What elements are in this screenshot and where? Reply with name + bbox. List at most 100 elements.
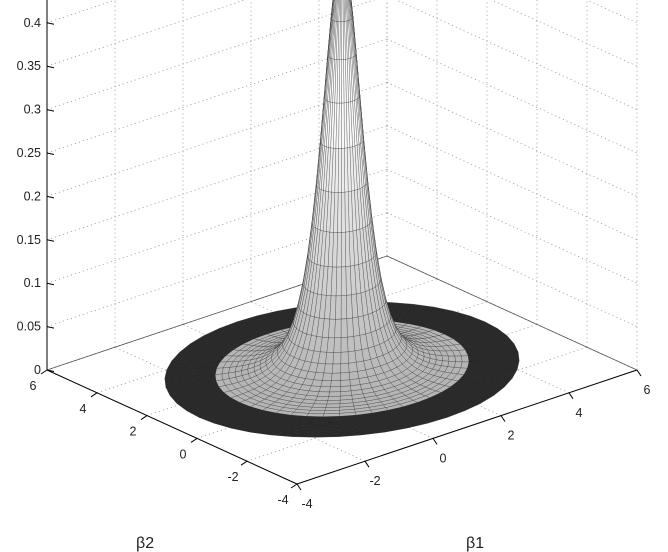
surface-patch bbox=[340, 372, 350, 381]
z-tick-label: 0 bbox=[34, 363, 41, 377]
z-tick-label: 0.4 bbox=[24, 16, 41, 30]
grid-line bbox=[46, 0, 246, 67]
surface-patch bbox=[335, 295, 342, 320]
surface-patch bbox=[347, 350, 357, 364]
surface-patch bbox=[325, 403, 341, 408]
z-tick-label: 0.2 bbox=[24, 189, 41, 203]
surface-patch bbox=[495, 353, 505, 362]
y-axis-label: β2 bbox=[136, 535, 154, 552]
surface-patch bbox=[328, 391, 341, 397]
y-tick-mark bbox=[40, 369, 48, 375]
surface-patch bbox=[340, 295, 347, 320]
y-axis-line bbox=[46, 369, 298, 485]
y-tick-label: -2 bbox=[227, 470, 238, 484]
surface-patch bbox=[322, 372, 333, 381]
surface-patch bbox=[331, 372, 341, 381]
surface-patch bbox=[341, 148, 345, 193]
surface-patch bbox=[327, 396, 341, 401]
surface-patch bbox=[292, 433, 317, 438]
surface-patch bbox=[346, 317, 354, 338]
z-tick-mark bbox=[46, 152, 55, 155]
surface-patch bbox=[336, 232, 342, 268]
surface-patch bbox=[340, 363, 350, 374]
surface-patch bbox=[325, 352, 334, 365]
grid-line bbox=[586, 0, 638, 24]
surface-patch bbox=[324, 407, 340, 411]
surface-patch bbox=[454, 355, 463, 363]
z-tick-label: 0.15 bbox=[17, 233, 41, 247]
y-tick-mark bbox=[190, 437, 198, 443]
surface-patch bbox=[340, 351, 349, 365]
surface-patch bbox=[335, 266, 342, 297]
surface-patch bbox=[474, 354, 483, 363]
grid-line bbox=[386, 38, 638, 154]
y-tick-label: 4 bbox=[80, 402, 87, 416]
z-tick-mark bbox=[46, 195, 55, 199]
surface-patch bbox=[201, 375, 210, 383]
x-tick-mark bbox=[364, 460, 370, 468]
surface-patch bbox=[337, 148, 342, 193]
surface-patch bbox=[341, 102, 345, 149]
x-tick-mark bbox=[636, 369, 642, 377]
surface-patch bbox=[341, 266, 347, 296]
grid-line bbox=[246, 346, 588, 462]
surface-patch bbox=[341, 59, 345, 104]
z-tick-label: 0.05 bbox=[17, 320, 41, 334]
z-tick-mark bbox=[46, 109, 55, 112]
surface-patch bbox=[332, 363, 341, 374]
surface-patch bbox=[338, 102, 342, 149]
surface-patch bbox=[326, 400, 341, 405]
x-tick-label: -4 bbox=[301, 497, 312, 511]
x-tick-label: 0 bbox=[440, 451, 447, 465]
surface-patch bbox=[340, 0, 342, 22]
surface-patch bbox=[334, 318, 342, 338]
surface-patch bbox=[311, 403, 328, 408]
y-tick-mark bbox=[140, 415, 148, 421]
surface-patch bbox=[340, 337, 349, 353]
surface-patch bbox=[333, 337, 342, 353]
surface-patch bbox=[346, 294, 353, 319]
x-tick-mark bbox=[568, 392, 574, 400]
y-tick-label: 6 bbox=[30, 379, 37, 393]
surface-patch bbox=[313, 400, 329, 405]
surface-patch bbox=[341, 231, 346, 268]
y-tick-label: 2 bbox=[130, 425, 137, 439]
surface-patch bbox=[348, 371, 360, 380]
surface-patch bbox=[348, 362, 358, 373]
y-tick-label: 0 bbox=[180, 447, 187, 461]
z-tick-label: 0.1 bbox=[24, 276, 41, 290]
x-axis-line bbox=[296, 369, 638, 485]
grid-line bbox=[386, 82, 638, 197]
grid-line bbox=[386, 125, 638, 241]
z-tick-mark bbox=[46, 239, 55, 242]
grid-line bbox=[395, 0, 638, 110]
surface-patch bbox=[488, 353, 498, 362]
surface-patch bbox=[510, 351, 520, 362]
z-tick-mark bbox=[46, 282, 55, 286]
x-tick-label: 2 bbox=[508, 429, 515, 443]
surface-patch bbox=[347, 336, 356, 352]
grid-line bbox=[46, 0, 376, 110]
surface-patch bbox=[308, 410, 326, 414]
z-tick-label: 0.35 bbox=[17, 59, 41, 73]
surface-patch bbox=[186, 376, 196, 385]
y-tick-mark bbox=[290, 483, 298, 489]
surface-patch bbox=[329, 295, 337, 320]
surface-mesh bbox=[164, 0, 520, 438]
surface-patch bbox=[315, 433, 339, 438]
surface-patch bbox=[330, 380, 341, 387]
y-tick-mark bbox=[240, 460, 248, 466]
surface-patch bbox=[323, 410, 340, 414]
y-tick-label: -4 bbox=[277, 493, 288, 507]
surface-patch bbox=[320, 380, 332, 387]
surface-patch bbox=[340, 318, 348, 338]
x-tick-mark bbox=[296, 483, 302, 491]
x-tick-label: 4 bbox=[576, 406, 583, 420]
surface-patch bbox=[339, 59, 342, 104]
tick-labels: 00.050.10.150.20.250.30.350.40.450.5-4-2… bbox=[17, 16, 651, 511]
surface-patch bbox=[467, 355, 476, 363]
surface-patch bbox=[341, 191, 346, 233]
surface-patch bbox=[179, 376, 189, 386]
surface-patch bbox=[315, 396, 329, 401]
